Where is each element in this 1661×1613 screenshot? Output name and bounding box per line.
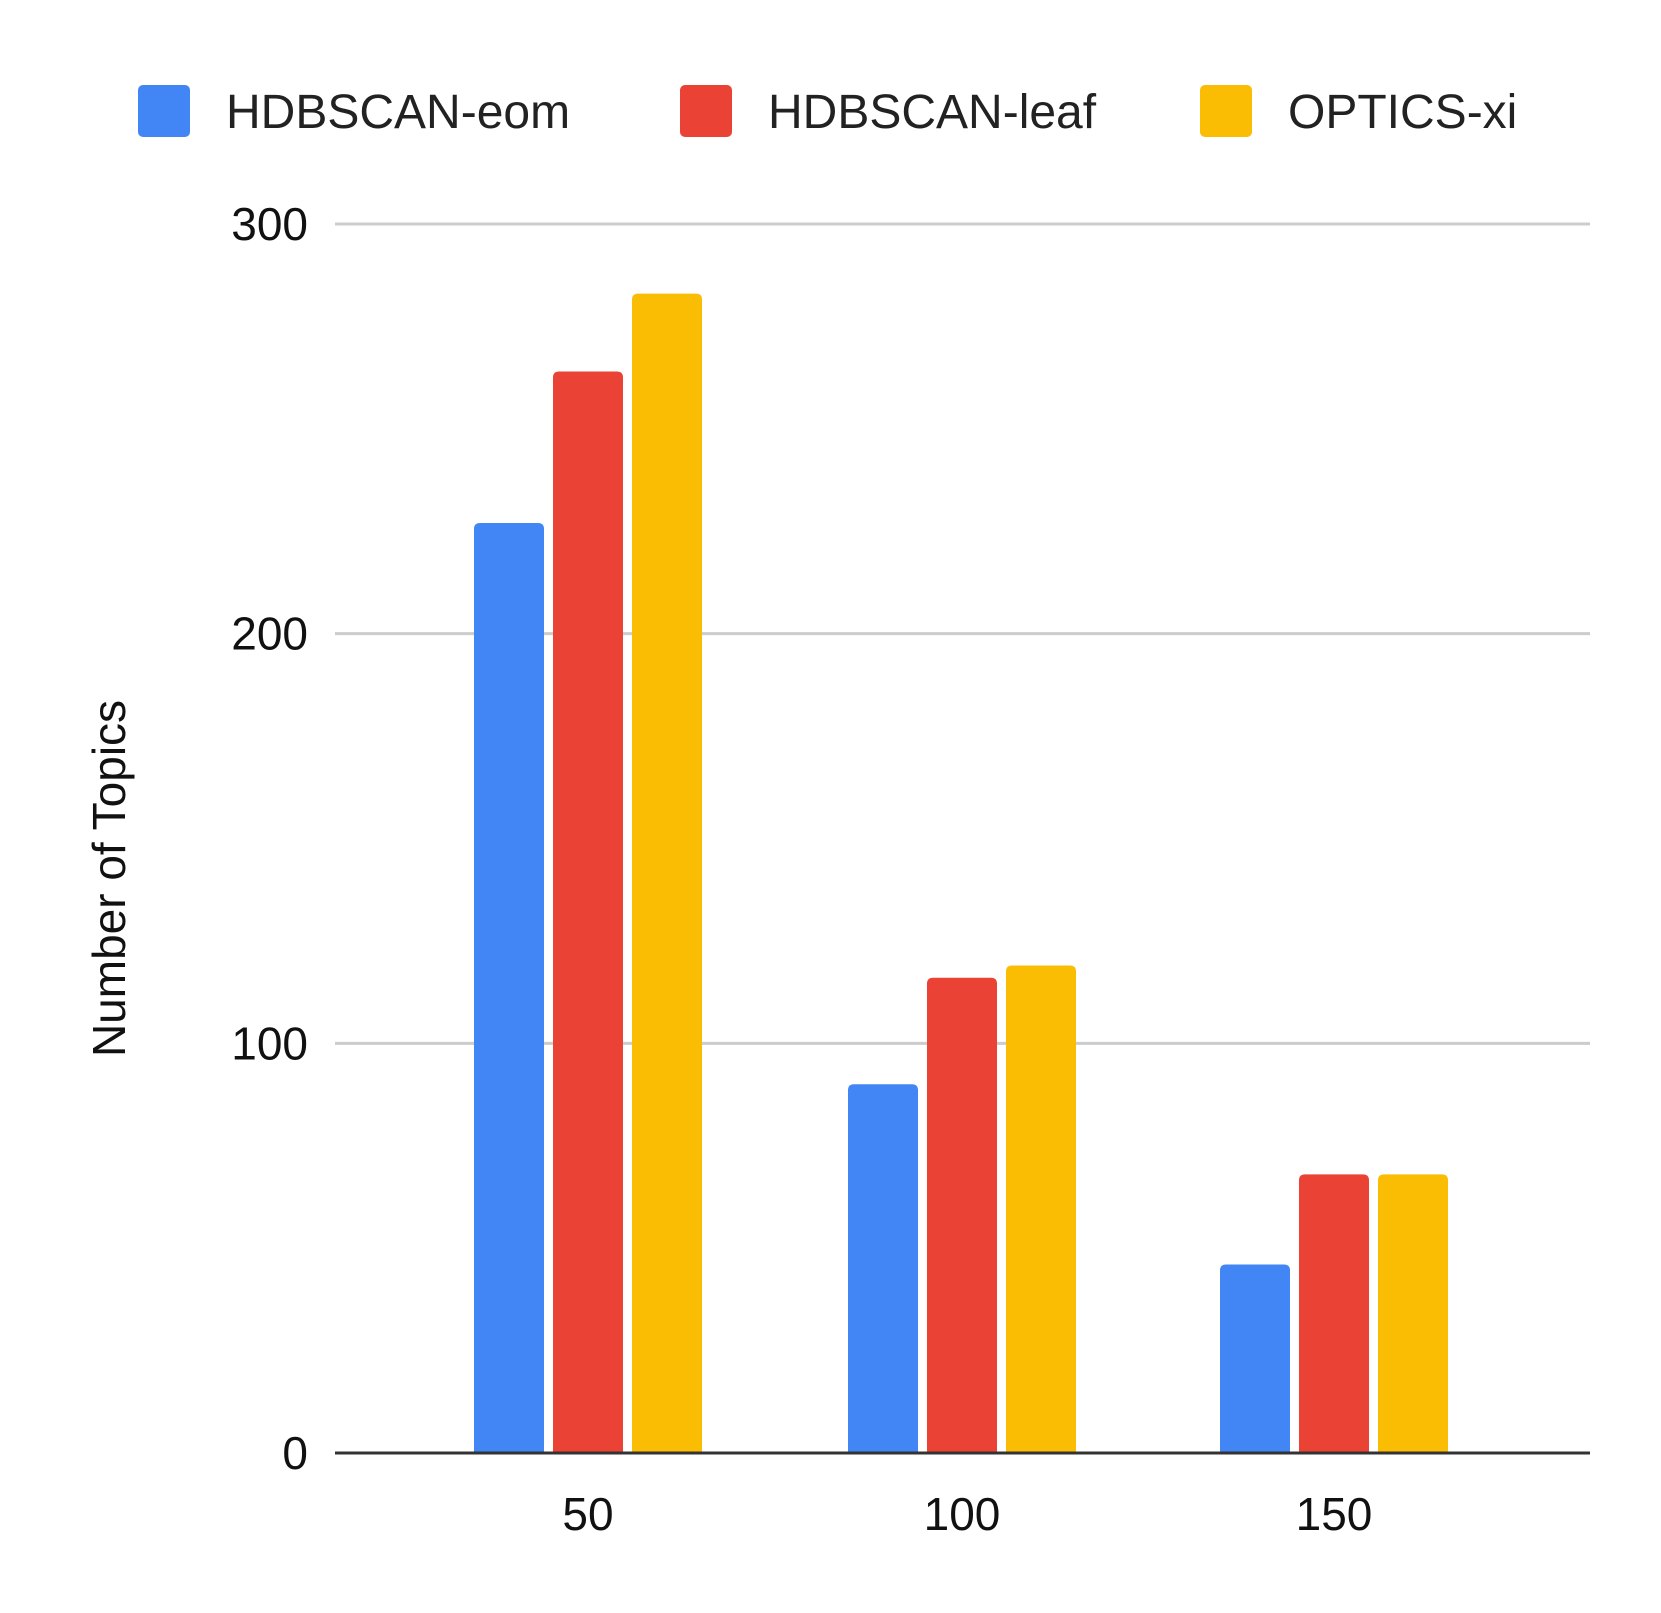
y-tick-label: 0 <box>282 1427 308 1479</box>
y-tick-label: 200 <box>231 608 308 660</box>
x-tick-label: 50 <box>562 1488 613 1540</box>
legend-swatch <box>680 85 732 137</box>
bar-hdbscan-leaf-50 <box>553 371 623 1454</box>
bar-optics-xi-50 <box>632 293 702 1454</box>
bar-hdbscan-eom-50 <box>474 523 544 1453</box>
legend-label: HDBSCAN-leaf <box>768 86 1097 139</box>
x-tick-label: 100 <box>924 1488 1001 1540</box>
bars <box>474 293 1448 1454</box>
legend-swatch <box>1200 85 1252 137</box>
bar-hdbscan-leaf-100 <box>927 977 997 1453</box>
legend-label: HDBSCAN-eom <box>226 86 570 139</box>
x-axis-ticks: 50 100 150 <box>562 1488 1372 1540</box>
bar-hdbscan-leaf-150 <box>1299 1174 1369 1453</box>
bar-hdbscan-eom-150 <box>1220 1264 1290 1453</box>
x-tick-label: 150 <box>1296 1488 1373 1540</box>
legend-swatch <box>138 85 190 137</box>
legend-label: OPTICS-xi <box>1288 86 1517 139</box>
y-tick-label: 100 <box>231 1017 308 1069</box>
y-tick-label: 300 <box>231 198 308 250</box>
y-axis-label: Number of Topics <box>83 700 135 1057</box>
bar-optics-xi-150 <box>1378 1174 1448 1453</box>
legend: HDBSCAN-eom HDBSCAN-leaf OPTICS-xi <box>138 85 1517 139</box>
bar-hdbscan-eom-100 <box>848 1084 918 1453</box>
y-axis-ticks: 0 100 200 300 <box>231 198 308 1479</box>
bar-optics-xi-100 <box>1006 965 1076 1453</box>
